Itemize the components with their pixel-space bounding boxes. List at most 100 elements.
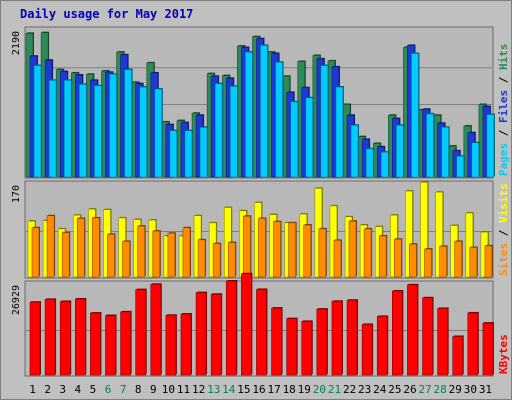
kbytes-bar: [180, 313, 192, 376]
pages-bar: [124, 69, 132, 178]
kbytes-bar: [90, 312, 101, 376]
kbytes-bar: [437, 308, 448, 376]
day-label: 28: [434, 383, 447, 396]
day-label: 24: [373, 383, 387, 396]
legend-pages: Pages: [497, 143, 510, 176]
day-label: 29: [449, 383, 462, 396]
usage-max-label: 2190: [11, 31, 22, 55]
kbytes-bar: [59, 301, 71, 376]
kbytes-bar: [452, 336, 464, 376]
day-label: 7: [120, 383, 127, 396]
kbytes-bar: [422, 297, 433, 376]
kbytes-legend: KBytes: [497, 334, 510, 374]
visits-legend: Sites / Visits: [497, 183, 510, 276]
pages-bar: [154, 88, 163, 178]
pages-bar: [335, 86, 344, 178]
day-label: 18: [283, 383, 296, 396]
day-label: 20: [313, 383, 326, 396]
pages-bar: [275, 61, 283, 178]
kbytes-bar: [256, 289, 267, 376]
kbytes-max-label: 26929: [11, 285, 22, 315]
pages-bar: [199, 127, 208, 178]
kbytes-bar: [105, 315, 116, 376]
sites-bar: [227, 242, 236, 278]
day-label: 23: [358, 383, 371, 396]
sites-bar: [439, 246, 447, 278]
sites-bar: [394, 238, 402, 278]
sites-bar: [378, 235, 387, 278]
kbytes-bar: [29, 301, 41, 376]
pages-bar: [456, 155, 465, 178]
kbytes-bar: [482, 322, 494, 376]
day-label: 2: [44, 383, 51, 396]
sites-bar: [409, 243, 417, 278]
kbytes-bar: [361, 324, 373, 376]
kbytes-bar: [286, 318, 297, 376]
visits-bar: [465, 212, 474, 278]
day-label: 26: [403, 383, 416, 396]
pages-bar: [290, 101, 298, 178]
day-label: 8: [135, 383, 142, 396]
day-label: 1: [29, 383, 36, 396]
sites-bar: [122, 241, 130, 278]
pages-bar: [486, 114, 495, 178]
pages-bar: [471, 142, 480, 178]
day-label: 27: [418, 383, 431, 396]
sites-bar: [333, 240, 342, 278]
sites-bar: [484, 245, 493, 278]
kbytes-bar: [135, 289, 146, 376]
kbytes-bar: [392, 290, 403, 376]
sites-bar: [424, 248, 432, 278]
pages-bar: [350, 125, 359, 178]
sites-bar: [348, 220, 357, 278]
kbytes-bar: [225, 280, 237, 376]
day-label: 15: [237, 383, 250, 396]
sites-bar: [46, 215, 55, 278]
day-label: 11: [177, 383, 190, 396]
sites-bar: [363, 228, 372, 278]
legend-separator: /: [497, 70, 510, 90]
day-label: 25: [388, 383, 401, 396]
legend-files: Files: [497, 90, 510, 123]
kbytes-bar: [241, 273, 252, 376]
pages-bar: [214, 83, 223, 178]
sites-bar: [454, 241, 463, 278]
kbytes-bar: [150, 284, 162, 376]
pages-bar: [184, 130, 193, 178]
sites-bar: [107, 234, 115, 278]
pages-bar: [320, 65, 329, 178]
sites-bar: [318, 228, 327, 278]
legend-sites: Sites: [497, 243, 510, 276]
sites-bar: [197, 239, 206, 278]
sites-bar: [273, 221, 281, 278]
sites-bar: [469, 247, 478, 278]
sites-bar: [167, 232, 176, 278]
pages-bar: [33, 65, 42, 178]
day-label: 13: [207, 383, 220, 396]
legend-hits: Hits: [497, 44, 510, 71]
pages-bar: [260, 45, 268, 178]
pages-bar: [396, 125, 404, 178]
visits-bar: [405, 190, 413, 278]
day-label: 17: [267, 383, 280, 396]
kbytes-bar: [301, 321, 313, 376]
kbytes-bar: [44, 299, 56, 376]
pages-bar: [245, 51, 253, 178]
legend-separator: /: [497, 223, 510, 243]
sites-bar: [137, 225, 145, 278]
kbytes-bar: [210, 293, 222, 376]
kbytes-bar: [407, 284, 418, 376]
pages-bar: [380, 151, 389, 178]
sites-bar: [212, 243, 221, 278]
day-label: 10: [162, 383, 175, 396]
sites-bar: [31, 227, 40, 278]
day-label: 9: [150, 383, 157, 396]
day-label: 6: [105, 383, 112, 396]
pages-bar: [365, 148, 374, 178]
day-label: 19: [298, 383, 311, 396]
kbytes-bar: [120, 311, 131, 376]
kbytes-bar: [74, 298, 86, 376]
kbytes-bar: [271, 307, 282, 376]
